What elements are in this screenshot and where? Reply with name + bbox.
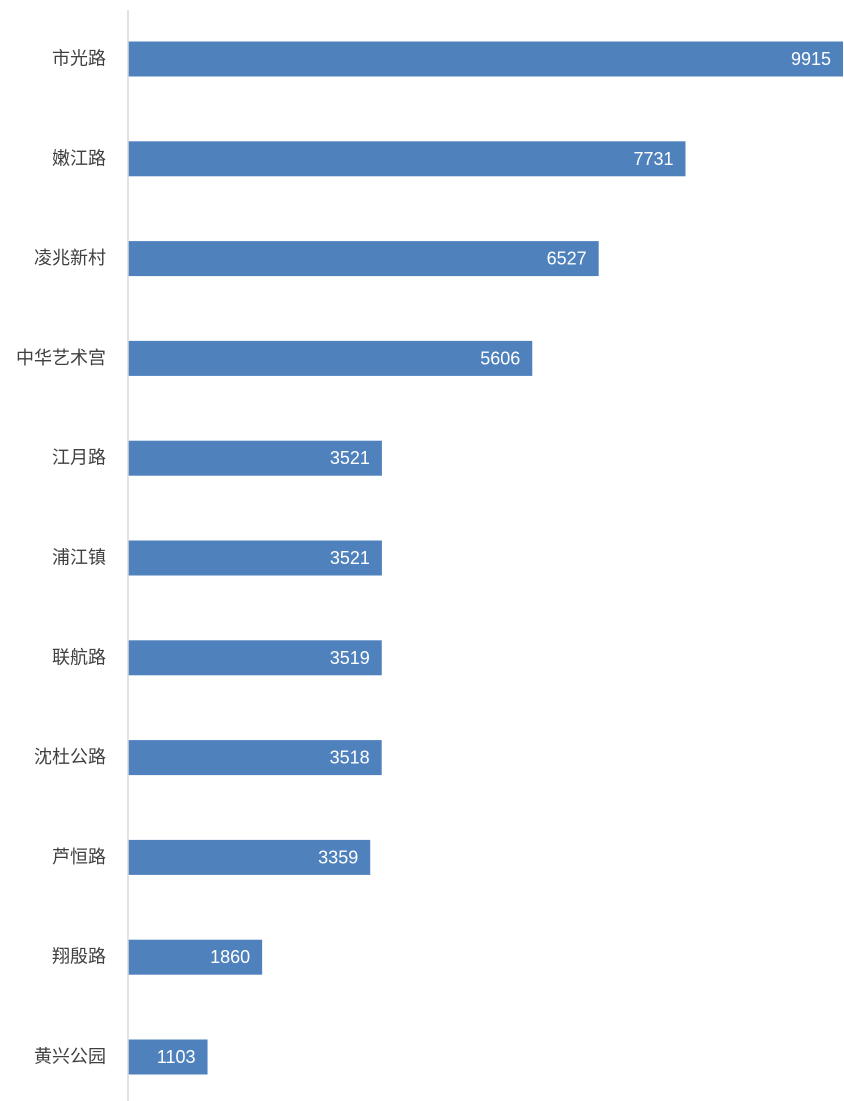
bar (128, 1039, 208, 1075)
bar (128, 939, 263, 975)
category-label: 黄兴公园 (34, 1047, 106, 1068)
category-label: 市光路 (52, 49, 106, 70)
category-label: 中华艺术宫 (16, 348, 106, 369)
bar (128, 241, 599, 277)
value-labels-group: 9915 7731 6527 5606 3521 3521 3519 3518 3359 1860… (157, 49, 831, 1067)
category-label: 联航路 (52, 647, 106, 668)
bar (128, 440, 382, 476)
category-label: 芦恒路 (52, 847, 106, 868)
category-label: 凌兆新村 (34, 248, 106, 269)
value-label: 7731 (633, 149, 673, 169)
bar (128, 640, 382, 676)
value-label: 5606 (480, 348, 520, 368)
bars-group (128, 41, 843, 1075)
category-label: 翔殷路 (52, 947, 106, 968)
value-label: 1860 (210, 947, 250, 967)
category-label: 浦江镇 (52, 548, 106, 569)
value-label: 3519 (330, 648, 370, 668)
value-label: 6527 (547, 249, 587, 269)
bar (128, 41, 843, 77)
value-label: 3521 (330, 448, 370, 468)
category-label: 沈杜公路 (34, 747, 106, 768)
bar (128, 141, 686, 177)
category-label: 江月路 (52, 448, 106, 469)
bar (128, 740, 382, 776)
bar (128, 540, 382, 576)
value-label: 9915 (791, 49, 831, 69)
category-label: 嫩江路 (52, 148, 106, 169)
bar (128, 340, 533, 376)
value-label: 3521 (330, 548, 370, 568)
value-label: 3518 (330, 748, 370, 768)
value-label: 3359 (318, 847, 358, 867)
value-label: 1103 (157, 1047, 196, 1067)
bar (128, 839, 371, 875)
